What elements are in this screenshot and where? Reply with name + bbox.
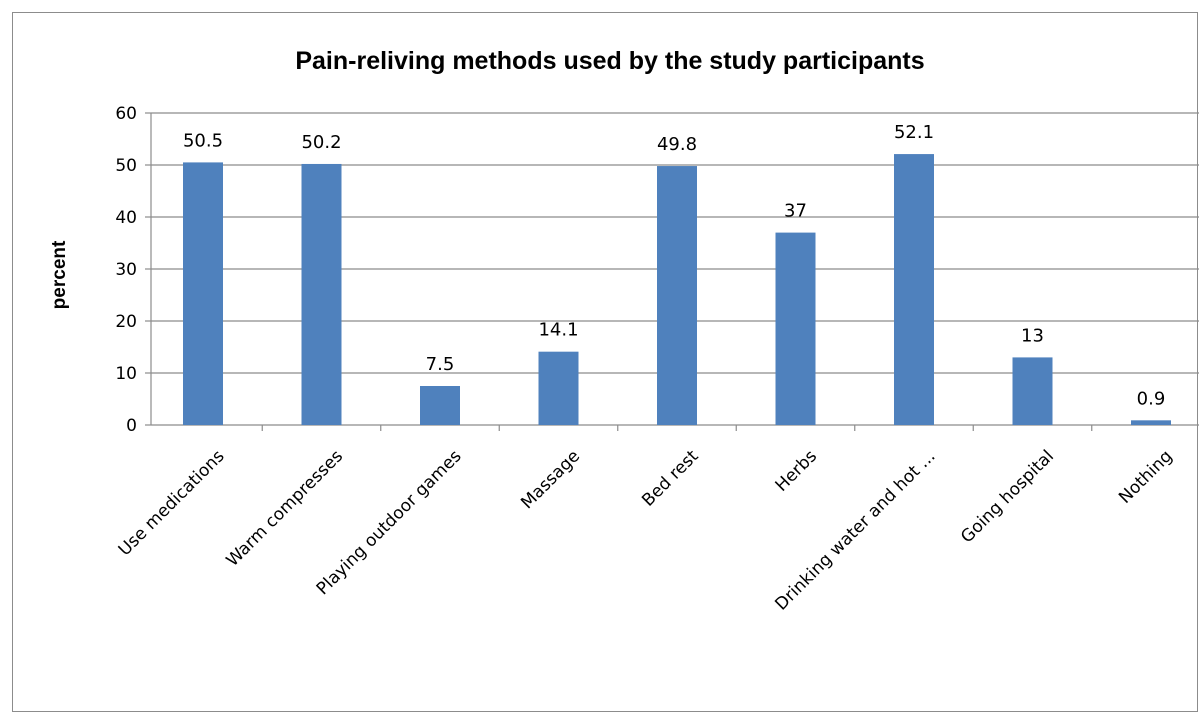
y-tick-label: 0 [126, 416, 137, 436]
y-tick-label: 50 [115, 156, 137, 176]
bar [1012, 357, 1053, 425]
data-label: 50.5 [183, 130, 223, 151]
y-tick-label: 10 [115, 364, 137, 384]
category-label: Nothing [1115, 446, 1176, 507]
data-label: 13 [1021, 325, 1044, 346]
category-label: Bed rest [638, 446, 703, 511]
data-label: 49.8 [657, 134, 697, 155]
bar [1131, 420, 1171, 425]
category-label: Warm compresses [223, 446, 348, 571]
chart-title: Pain-reliving methods used by the study … [295, 47, 924, 75]
data-labels: 50.5 50.2 7.5 14.1 49.8 37 52.1 13 0.9 [183, 122, 1165, 409]
bars [183, 154, 1171, 426]
data-label: 37 [784, 201, 807, 222]
bar-chart: Pain-reliving methods used by the study … [49, 47, 1199, 615]
bar [538, 351, 579, 425]
data-label: 0.9 [1137, 388, 1166, 409]
data-label: 7.5 [426, 354, 455, 375]
data-label: 52.1 [894, 122, 934, 143]
bar [894, 154, 934, 425]
bar [657, 166, 697, 426]
category-label: Herbs [772, 446, 822, 496]
chart-area: Pain-reliving methods used by the study … [12, 12, 1199, 712]
category-label: Going hospital [957, 446, 1058, 547]
y-tick-label: 20 [115, 312, 137, 332]
y-axis-label: percent [49, 240, 70, 309]
bar [775, 232, 816, 425]
category-label: Massage [517, 446, 584, 513]
bar [183, 162, 223, 425]
bar [420, 386, 460, 425]
y-tick-label: 60 [115, 104, 137, 124]
data-label: 50.2 [301, 132, 341, 153]
category-label: Use medications [115, 446, 229, 560]
bar [301, 163, 342, 425]
y-tick-label: 40 [115, 208, 137, 228]
y-tick-labels: 0 10 20 30 40 50 60 [115, 104, 137, 436]
y-tick-label: 30 [115, 260, 137, 280]
data-label: 14.1 [538, 320, 578, 341]
